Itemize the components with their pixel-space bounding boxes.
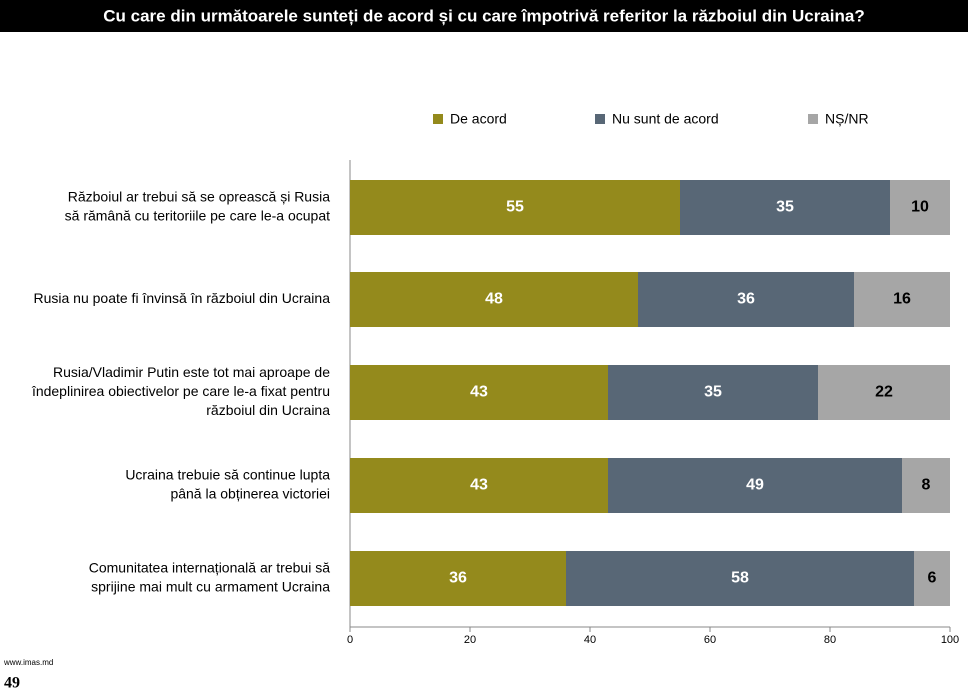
category-label: sprijine mai mult cu armament Ucraina [91, 579, 330, 595]
bar-segment [680, 180, 890, 235]
value-label: 48 [485, 291, 503, 308]
bar-segment [890, 180, 950, 235]
value-label: 43 [470, 477, 488, 494]
legend-swatch [808, 114, 818, 124]
page-number: 49 [4, 675, 20, 692]
legend-swatch [433, 114, 443, 124]
bar-segment [608, 365, 818, 420]
bar-segment [350, 365, 608, 420]
category-label: Rusia/Vladimir Putin este tot mai aproap… [53, 364, 330, 380]
category-label: războiul din Ucraina [206, 402, 330, 418]
category-label: până la obținerea victoriei [170, 486, 330, 502]
value-label: 22 [875, 384, 893, 401]
value-label: 6 [928, 570, 937, 587]
bar-segment [638, 272, 854, 327]
footer-url: www.imas.md [3, 658, 53, 667]
value-label: 35 [704, 384, 722, 401]
value-label: 36 [737, 291, 755, 308]
value-label: 43 [470, 384, 488, 401]
legend-label: NȘ/NR [825, 111, 869, 127]
legend-swatch [595, 114, 605, 124]
category-label: Ucraina trebuie să continue lupta [125, 467, 330, 483]
category-label: Rusia nu poate fi învinsă în războiul di… [33, 290, 330, 306]
bar-segment [350, 551, 566, 606]
x-tick-label: 60 [704, 634, 716, 646]
x-tick-label: 40 [584, 634, 596, 646]
x-tick-label: 20 [464, 634, 476, 646]
value-label: 58 [731, 570, 749, 587]
category-label: îndeplinirea obiectivelor pe care le-a f… [31, 383, 330, 399]
bar-segment [350, 180, 680, 235]
category-label: să rămână cu teritoriile pe care le-a oc… [65, 208, 330, 224]
bar-segment [350, 458, 608, 513]
bar-segment [566, 551, 914, 606]
legend-label: De acord [450, 111, 507, 127]
category-label: Comunitatea internațională ar trebui să [89, 560, 330, 576]
x-tick-label: 100 [941, 634, 959, 646]
title-bar [0, 0, 968, 32]
value-label: 16 [893, 291, 911, 308]
x-tick-label: 0 [347, 634, 353, 646]
bar-segment [350, 272, 638, 327]
bar-segment [914, 551, 950, 606]
bar-segment [902, 458, 950, 513]
value-label: 36 [449, 570, 467, 587]
value-label: 55 [506, 199, 524, 216]
x-tick-label: 80 [824, 634, 836, 646]
value-label: 8 [922, 477, 931, 494]
value-label: 10 [911, 199, 929, 216]
legend-label: Nu sunt de acord [612, 111, 719, 127]
bar-segment [608, 458, 902, 513]
bar-segment [818, 365, 950, 420]
bar-segment [854, 272, 950, 327]
value-label: 35 [776, 199, 794, 216]
chart-title: Cu care din următoarele sunteți de acord… [103, 6, 864, 25]
value-label: 49 [746, 477, 764, 494]
category-label: Războiul ar trebui să se oprească și Rus… [68, 189, 330, 205]
